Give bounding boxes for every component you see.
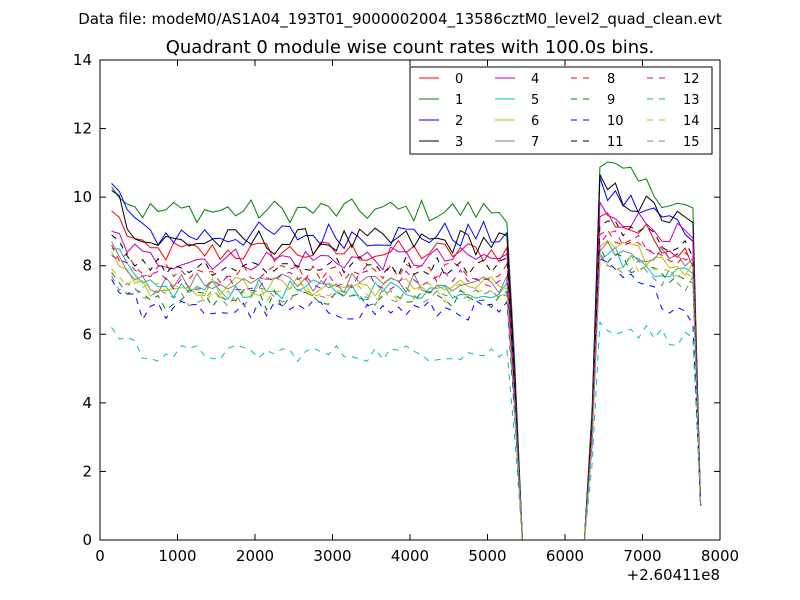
chart-title: Quadrant 0 module wise count rates with … [166,37,655,58]
y-tick-label: 12 [73,120,92,138]
series-line-9 [111,246,702,541]
x-tick-label: 6000 [546,547,584,565]
legend-label-5: 5 [531,93,539,108]
legend-label-14: 14 [683,114,700,129]
legend-label-3: 3 [455,135,463,150]
y-tick-label: 0 [82,531,92,549]
legend-box [409,66,713,155]
legend-label-9: 9 [607,93,615,108]
plot-area [111,161,702,541]
series-line-11 [111,220,702,541]
y-tick-label: 8 [82,257,92,275]
x-tick-label: 2000 [236,547,274,565]
legend-label-8: 8 [607,72,615,87]
series-line-0 [111,210,702,541]
x-tick-labels: 0 1000 2000 3000 4000 5000 6000 7000 8000 [95,547,739,565]
x-offset-label: +2.60411e8 [627,566,720,584]
y-tick-label: 10 [73,188,92,206]
series-line-4 [111,200,702,541]
series-line-10 [111,257,702,541]
x-tick-label: 3000 [313,547,351,565]
legend-label-1: 1 [455,93,463,108]
axes-frame [99,59,721,541]
y-tick-label: 6 [82,325,92,343]
y-tick-label: 14 [73,51,92,69]
x-tick-label: 8000 [701,547,739,565]
data-file-subtitle: Data file: modeM0/AS1A04_193T01_90000020… [78,10,722,29]
series-line-12 [111,230,702,541]
series-line-8 [111,229,702,541]
legend-label-13: 13 [683,93,700,108]
legend-label-4: 4 [531,72,539,87]
x-tick-label: 5000 [468,547,506,565]
y-tick-label: 2 [82,462,92,480]
legend-label-15: 15 [683,135,700,150]
series-line-2 [111,177,702,541]
series-line-6 [111,239,702,541]
legend-label-2: 2 [455,114,463,129]
series-line-7 [111,240,702,541]
x-tick-label: 7000 [623,547,661,565]
y-tick-label: 4 [82,394,92,412]
legend-label-7: 7 [531,135,539,150]
series-line-14 [111,252,702,541]
legend-label-12: 12 [683,72,700,87]
x-tick-label: 1000 [158,547,196,565]
series-line-3 [111,174,702,541]
x-tick-label: 4000 [391,547,429,565]
legend-label-6: 6 [531,114,539,129]
series-line-15 [111,251,702,541]
legend-label-0: 0 [455,72,463,87]
legend-label-11: 11 [607,135,624,150]
series-line-13 [111,321,702,541]
legend-label-10: 10 [607,114,624,129]
series-line-1 [111,161,702,541]
y-tick-labels: 0 2 4 6 8 10 12 14 [73,51,92,549]
x-tick-label: 0 [95,547,105,565]
